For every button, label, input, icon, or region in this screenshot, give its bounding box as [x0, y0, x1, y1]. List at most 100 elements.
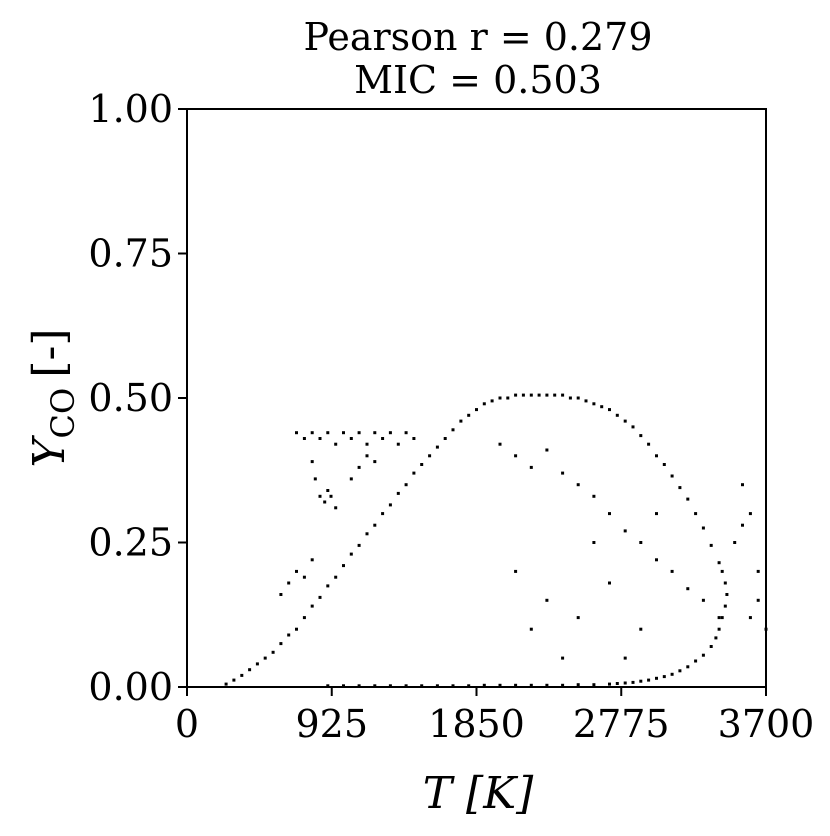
scatter-point	[482, 683, 486, 687]
scatter-point	[357, 431, 361, 435]
scatter-point	[714, 636, 718, 640]
scatter-point	[662, 463, 666, 466]
scatter-point	[623, 419, 627, 423]
scatter-point	[723, 581, 727, 585]
scatter-point	[271, 650, 275, 654]
scatter-point	[639, 541, 643, 544]
scatter-point	[733, 541, 737, 544]
scatter-point	[623, 656, 627, 660]
scatter-point	[365, 532, 369, 536]
scatter-point	[670, 672, 674, 676]
scatter-point	[639, 627, 643, 631]
scatter-point	[615, 413, 619, 417]
scatter-point	[443, 437, 447, 440]
scatter-point	[678, 486, 682, 490]
scatter-point	[529, 683, 533, 687]
y-tick-label: 0.50	[88, 376, 173, 420]
scatter-point	[404, 483, 408, 487]
scatter-point	[287, 633, 291, 637]
scatter-point	[310, 460, 314, 464]
scatter-point	[388, 431, 392, 435]
scatter-point	[357, 684, 361, 688]
scatter-point	[576, 616, 580, 620]
x-axis-label: T [K]	[423, 768, 534, 819]
scatter-point	[608, 682, 611, 686]
scatter-point	[655, 454, 658, 458]
scatter-point	[592, 494, 596, 498]
chart-title-line-1: Pearson r = 0.279	[303, 15, 652, 59]
scatter-point	[723, 604, 727, 608]
scatter-point	[373, 523, 377, 527]
scatter-point	[529, 393, 533, 397]
y-axis-label-text: YCO [-]	[24, 329, 82, 468]
scatter-point	[396, 442, 400, 446]
scatter-point	[334, 442, 338, 446]
scatter-point	[388, 684, 392, 688]
scatter-point	[741, 483, 744, 487]
scatter-point	[561, 393, 565, 397]
scatter-point	[639, 434, 643, 438]
y-axis-ticks: 0.00 0.25 0.50 0.75 1.00	[88, 87, 187, 709]
scatter-point	[420, 684, 424, 688]
scatter-point	[498, 442, 502, 446]
scatter-point	[326, 584, 330, 588]
scatter-point	[326, 431, 330, 435]
scatter-point	[404, 684, 408, 688]
scatter-point	[514, 393, 518, 397]
scatter-point	[279, 593, 283, 596]
scatter-point	[561, 656, 565, 660]
scatter-point	[412, 437, 416, 440]
scatter-point	[545, 683, 549, 687]
scatter-point	[576, 396, 580, 400]
scatter-point	[537, 393, 541, 397]
scatter-point	[420, 463, 424, 466]
scatter-point	[521, 393, 525, 397]
scatter-point	[709, 645, 713, 648]
scatter-point	[365, 442, 369, 446]
scatter-points	[224, 393, 768, 688]
scatter-point	[428, 454, 432, 458]
scatter-point	[248, 668, 252, 672]
scatter-point	[592, 402, 596, 406]
scatter-point	[365, 454, 369, 458]
scatter-point	[342, 684, 345, 688]
scatter-point	[467, 413, 471, 417]
scatter-point	[329, 494, 333, 498]
scatter-point	[412, 471, 416, 475]
scatter-point	[475, 408, 478, 412]
scatter-point	[561, 683, 565, 687]
scatter-point	[349, 437, 353, 440]
scatter-point	[694, 659, 698, 663]
x-tick-label: 925	[295, 702, 368, 746]
scatter-point	[310, 431, 314, 435]
scatter-point	[545, 598, 549, 602]
scatter-point	[647, 442, 651, 446]
scatter-point	[600, 405, 604, 409]
scatter-point	[678, 669, 682, 673]
scatter-point	[694, 512, 698, 516]
scatter-point	[514, 569, 518, 573]
scatter-point	[302, 616, 306, 620]
x-tick-label: 2775	[573, 702, 670, 746]
scatter-point	[717, 616, 721, 620]
scatter-point	[584, 399, 588, 403]
scatter-point	[459, 419, 463, 423]
chart-title-line-2: MIC = 0.503	[354, 58, 602, 102]
scatter-point	[388, 503, 392, 507]
scatter-point	[435, 445, 439, 449]
scatter-point	[349, 477, 353, 481]
scatter-point	[701, 653, 705, 657]
scatter-point	[631, 680, 635, 684]
scatter-point	[326, 489, 330, 492]
scatter-point	[318, 494, 322, 498]
scatter-point	[529, 627, 533, 631]
scatter-point	[498, 683, 502, 687]
scatter-point	[381, 512, 385, 516]
scatter-point	[686, 587, 690, 591]
scatter-point	[506, 396, 510, 400]
scatter-point	[240, 673, 244, 677]
scatter-point	[748, 512, 752, 516]
scatter-point	[313, 477, 317, 481]
scatter-point	[349, 552, 353, 556]
scatter-point	[631, 425, 635, 429]
